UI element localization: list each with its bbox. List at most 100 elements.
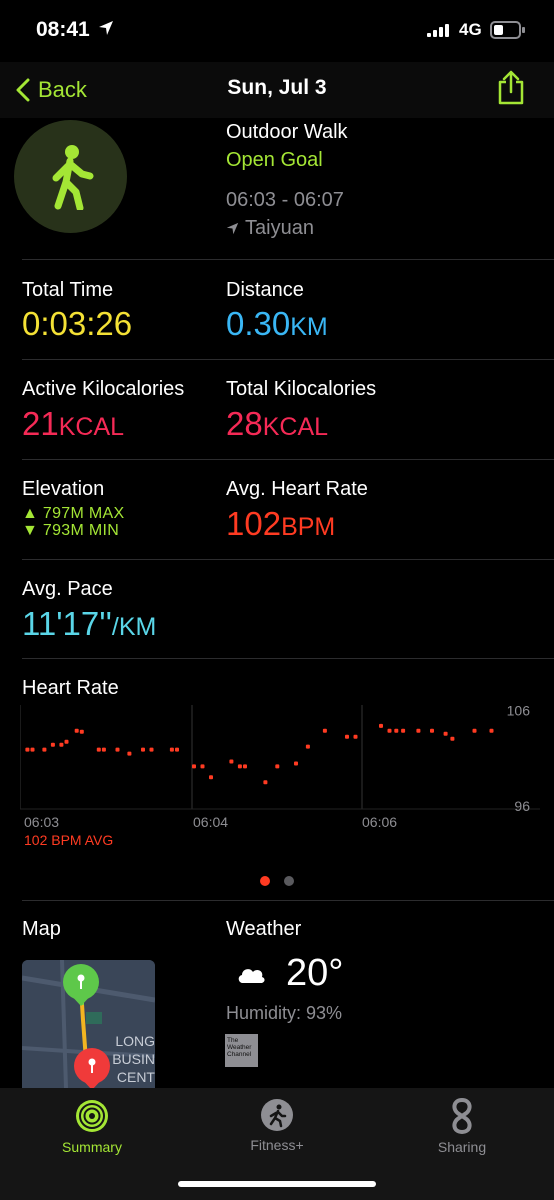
page-dot-active[interactable] [260, 876, 270, 886]
workout-location: Taiyuan [226, 217, 314, 240]
active-kcal-unit: KCAL [58, 413, 125, 441]
heart-rate-point [30, 747, 35, 752]
tab-label: Summary [62, 1139, 122, 1155]
end-pin-icon [74, 1048, 110, 1088]
tab-sharing[interactable]: Sharing [402, 1098, 522, 1155]
avg-pace-value: 11'17''/KM [22, 605, 156, 643]
heart-rate-point [443, 731, 448, 736]
heart-rate-title: Heart Rate [22, 677, 119, 699]
map-title: Map [22, 918, 61, 940]
status-time: 08:41 [36, 18, 90, 41]
heart-rate-point [74, 728, 79, 733]
divider [22, 359, 554, 360]
map-label-line: CENT [117, 1069, 155, 1085]
elevation-label: Elevation [22, 478, 105, 500]
location-arrow-icon [98, 20, 114, 41]
heart-rate-point [275, 764, 280, 769]
total-time-value: 0:03:26 [22, 305, 133, 342]
heart-rate-point [305, 744, 310, 749]
heart-rate-point [353, 734, 358, 739]
heart-rate-point [96, 747, 101, 752]
status-bar: 08:41 4G [0, 0, 554, 62]
walking-figure-icon [52, 144, 93, 210]
weather-title: Weather [226, 918, 302, 940]
share-button[interactable] [496, 70, 526, 111]
weather-temperature: 20° [236, 952, 343, 995]
workout-time-range: 06:03 - 06:07 [226, 189, 344, 211]
route-map[interactable]: LONG BUSIN CENT [22, 960, 155, 1088]
total-kcal-label: Total Kilocalories [226, 378, 377, 400]
avg-pace-unit: /KM [111, 613, 157, 641]
divider [22, 559, 554, 560]
avg-heart-rate-label: Avg. Heart Rate [226, 478, 368, 500]
heart-rate-point [294, 761, 298, 766]
avg-heart-rate-number: 102 [226, 505, 282, 542]
map-label-line: LONG [115, 1033, 155, 1049]
heart-rate-point [237, 764, 242, 769]
navigation-bar: Back Sun, Jul 3 [0, 62, 554, 118]
runner-icon [261, 1099, 293, 1131]
heart-rate-point [42, 747, 47, 752]
heart-rate-point [322, 728, 327, 733]
heart-rate-point [345, 734, 349, 739]
home-indicator [178, 1181, 376, 1187]
total-time-label: Total Time [22, 279, 114, 301]
heart-rate-point [450, 736, 455, 741]
heart-rate-point [430, 728, 434, 733]
weather-channel-logo: The Weather Channel [225, 1034, 258, 1067]
map-label-line: BUSIN [112, 1051, 155, 1067]
workout-goal: Open Goal [226, 149, 323, 171]
avg-heart-rate-unit: BPM [281, 513, 336, 541]
signal-icon [427, 24, 451, 42]
battery-icon [490, 21, 526, 44]
heart-rate-chart[interactable]: 06:03 06:04 06:06 106 96 102 BPM AVG [20, 705, 540, 855]
heart-rate-point [416, 728, 421, 733]
total-kcal-value: 28KCAL [226, 405, 328, 443]
divider [22, 900, 554, 901]
total-kcal-unit: KCAL [262, 413, 329, 441]
heart-rate-point [127, 751, 132, 756]
activity-rings-icon [76, 1100, 108, 1132]
total-kcal-number: 28 [226, 405, 263, 442]
tab-label: Sharing [437, 1139, 487, 1155]
x-tick-label: 06:03 [24, 814, 59, 830]
tab-summary[interactable]: Summary [32, 1098, 152, 1155]
provider-line: The [227, 1037, 239, 1044]
heart-rate-point [175, 747, 179, 752]
tab-fitness-plus[interactable]: Fitness+ [217, 1098, 337, 1153]
humidity: Humidity: 93% [226, 1003, 343, 1023]
distance-number: 0.30 [226, 305, 291, 342]
heart-rate-point [229, 759, 234, 764]
page-dot[interactable] [284, 876, 294, 886]
page-indicator[interactable] [0, 876, 554, 886]
avg-bpm-label: 102 BPM AVG [24, 832, 113, 848]
y-min-label: 96 [514, 798, 530, 814]
heart-rate-point [209, 775, 213, 780]
heart-rate-point [394, 728, 399, 733]
heart-rate-point [64, 739, 69, 744]
x-tick-label: 06:04 [193, 814, 228, 830]
active-kcal-label: Active Kilocalories [22, 378, 185, 400]
divider [22, 259, 554, 260]
back-button[interactable]: Back [16, 72, 87, 108]
chevron-left-icon [16, 78, 30, 102]
temperature-value: 20° [286, 952, 344, 994]
heart-rate-point [263, 780, 268, 785]
walking-icon-badge [14, 120, 127, 233]
y-max-label: 106 [507, 705, 531, 719]
tab-label: Fitness+ [250, 1137, 304, 1153]
active-kcal-value: 21KCAL [22, 405, 124, 443]
heart-rate-point [200, 764, 205, 769]
provider-line: Channel [227, 1051, 252, 1058]
active-kcal-number: 21 [22, 405, 59, 442]
heart-rate-point [169, 747, 174, 752]
provider-line: Weather [227, 1044, 252, 1051]
heart-rate-point [79, 729, 84, 734]
heart-rate-point [192, 764, 196, 769]
elevation-min: ▼ 793M MIN [22, 522, 120, 539]
sharing-icon [452, 1098, 472, 1134]
heart-rate-point [59, 742, 64, 747]
heart-rate-point [101, 747, 106, 752]
divider [22, 658, 554, 659]
